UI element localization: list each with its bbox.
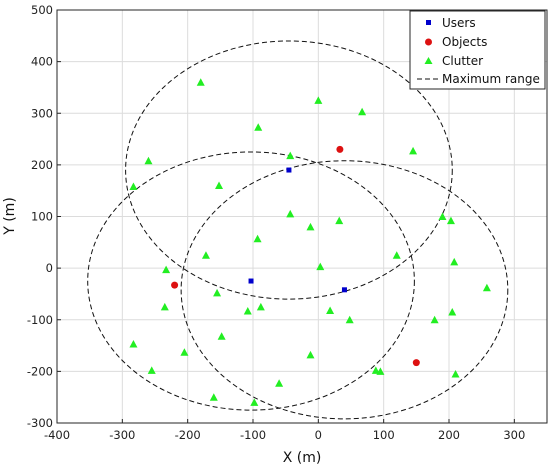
object-point xyxy=(171,281,179,289)
y-tick-label: 500 xyxy=(31,3,53,17)
grid xyxy=(57,10,547,423)
clutter-point xyxy=(306,222,315,231)
x-tick-label: -200 xyxy=(175,428,201,442)
clutter-point xyxy=(254,123,263,131)
object-point xyxy=(336,145,344,153)
clutter-point xyxy=(345,315,354,324)
y-tick-label: -200 xyxy=(27,364,53,378)
clutter-point xyxy=(129,182,138,191)
y-tick-label: 0 xyxy=(46,261,53,275)
clutter-point xyxy=(196,78,205,86)
x-tick-label: 300 xyxy=(503,428,525,442)
clutter-point xyxy=(438,212,447,220)
clutter-point xyxy=(215,181,224,190)
clutter-point xyxy=(371,366,380,374)
y-tick-label: 400 xyxy=(31,55,53,69)
y-tick-label: 200 xyxy=(31,158,53,172)
clutter-point xyxy=(213,288,222,297)
clutter-point xyxy=(243,306,252,315)
ticks: -400 -300 -200 -100 0 100 200 300-300-200-10001… xyxy=(27,3,525,442)
legend-clutter-label: Clutter xyxy=(442,54,483,68)
legend: Users Objects Clutter Maximum range xyxy=(409,10,546,90)
object-point xyxy=(412,359,420,367)
clutter-point xyxy=(376,367,385,375)
y-axis-label: Y (m) xyxy=(2,197,18,236)
range-circle xyxy=(125,40,453,300)
y-tick-label: 100 xyxy=(31,210,53,224)
clutter-point xyxy=(446,216,455,225)
x-tick-label: -400 xyxy=(44,428,70,442)
clutter-point xyxy=(392,251,401,259)
x-tick-label: -100 xyxy=(240,428,266,442)
data-layer xyxy=(87,40,509,420)
clutter-point xyxy=(286,151,295,160)
clutter-point xyxy=(256,302,265,311)
x-tick-label: 200 xyxy=(438,428,460,442)
clutter-point xyxy=(129,340,138,348)
y-tick-label: 300 xyxy=(31,106,53,120)
clutter-point xyxy=(209,393,218,401)
clutter-point xyxy=(147,366,156,374)
clutter-point xyxy=(160,302,169,311)
x-axis-label: X (m) xyxy=(283,450,322,466)
legend-range-label: Maximum range xyxy=(442,72,540,86)
y-tick-label: -100 xyxy=(27,313,53,327)
x-tick-label: 0 xyxy=(315,428,322,442)
clutter-point xyxy=(250,398,259,406)
x-tick-label: 100 xyxy=(373,428,395,442)
legend-objects-marker xyxy=(425,38,432,46)
legend-users-label: Users xyxy=(442,16,476,30)
clutter-point xyxy=(326,306,335,314)
clutter-point xyxy=(316,262,325,271)
clutter-point xyxy=(162,265,171,274)
clutter-point xyxy=(275,379,284,387)
user-point xyxy=(341,287,347,293)
x-tick-label: -300 xyxy=(109,428,135,442)
legend-clutter-marker xyxy=(424,57,433,64)
clutter-point xyxy=(450,257,459,266)
legend-objects-label: Objects xyxy=(442,35,487,49)
clutter-point xyxy=(430,315,439,324)
clutter-point xyxy=(253,234,262,243)
clutter-point xyxy=(180,348,189,356)
clutter-point xyxy=(314,96,323,104)
y-tick-label: -300 xyxy=(27,416,53,430)
range-circle xyxy=(87,151,415,411)
range-circle xyxy=(180,160,509,420)
user-point xyxy=(286,167,292,173)
clutter-point xyxy=(409,146,418,155)
clutter-point xyxy=(217,332,226,340)
plot-frame xyxy=(56,9,548,424)
clutter-point xyxy=(358,107,367,116)
user-point xyxy=(248,278,254,284)
clutter-point xyxy=(306,350,315,359)
clutter-point xyxy=(144,156,153,165)
clutter-point xyxy=(451,369,460,378)
clutter-point xyxy=(482,283,491,292)
legend-box xyxy=(409,10,546,90)
legend-users-marker xyxy=(426,20,431,25)
clutter-point xyxy=(286,209,295,218)
clutter-point xyxy=(201,251,210,259)
clutter-point xyxy=(448,308,457,316)
clutter-point xyxy=(335,216,344,225)
